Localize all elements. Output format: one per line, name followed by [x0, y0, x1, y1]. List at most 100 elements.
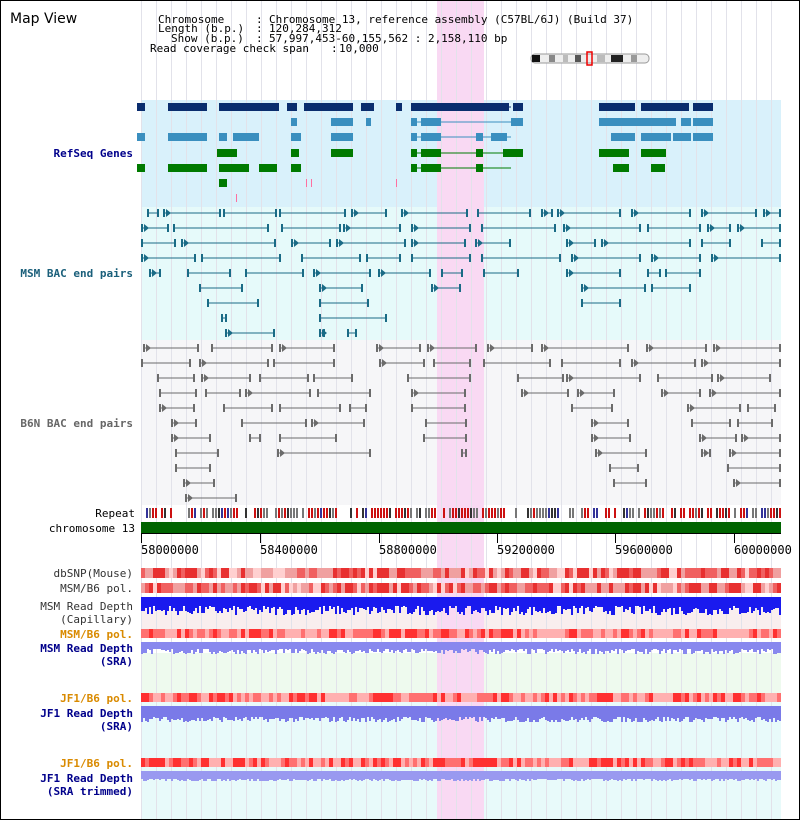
read-depth-bin	[539, 597, 541, 611]
polymorphism-bin	[253, 583, 257, 593]
read-depth-bin	[325, 706, 327, 717]
polymorphism-bin	[621, 583, 625, 593]
read-depth-bin	[499, 706, 501, 719]
polymorphism-bin	[653, 568, 657, 578]
polymorphism-bin	[537, 693, 541, 702]
read-depth-bin	[545, 706, 547, 720]
read-depth-bin	[413, 706, 415, 720]
read-depth-bin	[185, 642, 187, 654]
b6n-bac-end	[571, 404, 573, 412]
grid-line	[396, 1, 397, 819]
polymorphism-bin	[361, 583, 365, 593]
read-depth-bin	[197, 642, 199, 649]
read-depth-bin	[251, 706, 253, 717]
msm-read-depth-sra-line1: MSM Read Depth	[40, 642, 133, 655]
read-depth-bin	[425, 642, 427, 649]
read-depth-bin	[357, 642, 359, 651]
gene-marker	[396, 179, 397, 187]
polymorphism-bin	[377, 568, 381, 578]
polymorphism-bin	[637, 583, 641, 593]
read-depth-bin	[637, 642, 639, 651]
polymorphism-bin	[305, 758, 309, 767]
msm-bac-arrow	[381, 269, 386, 277]
read-depth-bin	[585, 597, 587, 608]
polymorphism-bin	[285, 693, 289, 702]
read-depth-bin	[287, 706, 289, 721]
read-depth-bin	[651, 597, 653, 613]
read-depth-bin	[479, 706, 481, 717]
read-depth-bin	[527, 706, 529, 718]
read-depth-bin	[369, 771, 371, 780]
polymorphism-bin	[761, 629, 765, 638]
read-depth-bin	[287, 597, 289, 610]
read-depth-bin	[219, 597, 221, 611]
read-depth-bin	[657, 706, 659, 717]
read-depth-bin	[705, 642, 707, 652]
polymorphism-bin	[637, 758, 641, 767]
read-depth-bin	[289, 642, 291, 649]
b6n-bac-end	[245, 389, 247, 397]
read-depth-bin	[283, 771, 285, 780]
polymorphism-bin	[445, 758, 449, 767]
polymorphism-bin	[769, 758, 773, 767]
read-depth-bin	[555, 706, 557, 720]
read-depth-bin	[201, 771, 203, 779]
read-depth-bin	[323, 642, 325, 653]
polymorphism-bin	[213, 568, 217, 578]
polymorphism-bin	[521, 693, 525, 702]
b6n-bac-end	[241, 419, 243, 427]
polymorphism-bin	[437, 583, 441, 593]
polymorphism-bin	[661, 583, 665, 593]
msm-bac-end	[159, 269, 161, 277]
read-depth-bin	[403, 642, 405, 650]
repeat-block	[389, 508, 391, 518]
read-depth-bin	[549, 642, 551, 651]
polymorphism-bin	[545, 568, 549, 578]
read-depth-bin	[349, 597, 351, 610]
read-depth-bin	[293, 771, 295, 779]
read-depth-bin	[553, 771, 555, 780]
read-depth-bin	[521, 706, 523, 722]
read-depth-bin	[431, 597, 433, 610]
polymorphism-bin	[601, 693, 605, 702]
polymorphism-bin	[773, 693, 777, 702]
read-depth-bin	[221, 771, 223, 781]
read-depth-bin	[299, 771, 301, 780]
read-depth-bin	[215, 642, 217, 654]
polymorphism-bin	[261, 693, 265, 702]
read-depth-bin	[379, 771, 381, 780]
polymorphism-bin	[593, 568, 597, 578]
polymorphism-bin	[309, 693, 313, 702]
read-depth-bin	[199, 771, 201, 780]
read-depth-bin	[541, 706, 543, 718]
b6n-bac-arrow	[569, 374, 574, 382]
read-depth-bin	[547, 597, 549, 612]
polymorphism-bin	[453, 583, 457, 593]
msm-bac-end	[411, 224, 413, 232]
read-depth-bin	[355, 642, 357, 651]
polymorphism-bin	[301, 583, 305, 593]
repeat-block	[707, 508, 709, 518]
gene-exon	[641, 118, 676, 126]
read-depth-bin	[769, 706, 771, 719]
msm-bac-end	[275, 209, 277, 217]
read-depth-bin	[517, 642, 519, 650]
read-depth-bin	[499, 771, 501, 781]
polymorphism-bin	[273, 693, 277, 702]
read-depth-bin	[501, 597, 503, 615]
read-depth-bin	[449, 642, 451, 650]
read-depth-bin	[587, 706, 589, 720]
read-depth-bin	[279, 706, 281, 721]
repeat-block	[296, 508, 298, 518]
polymorphism-bin	[397, 693, 401, 702]
polymorphism-bin	[705, 693, 709, 702]
read-depth-bin	[349, 706, 351, 717]
read-depth-bin	[605, 642, 607, 651]
polymorphism-bin	[157, 629, 161, 638]
polymorphism-bin	[497, 693, 501, 702]
read-depth-bin	[585, 706, 587, 717]
read-depth-bin	[475, 771, 477, 781]
read-depth-bin	[165, 771, 167, 781]
grid-line	[711, 1, 712, 819]
